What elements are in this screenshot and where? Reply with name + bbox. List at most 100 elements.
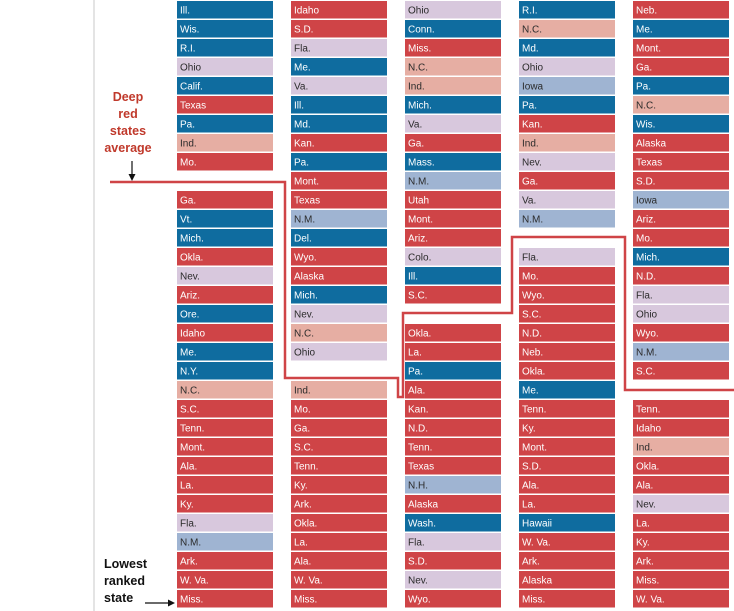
state-cell <box>519 571 615 589</box>
state-label: S.D. <box>294 25 313 36</box>
state-label: Pa. <box>294 158 309 169</box>
state-label: Wash. <box>408 519 436 530</box>
state-label: S.D. <box>408 557 427 568</box>
state-label: N.M. <box>180 538 201 549</box>
state-cell <box>633 438 729 456</box>
state-cell <box>519 457 615 475</box>
state-label: Idaho <box>636 424 661 435</box>
state-label: N.C. <box>180 386 200 397</box>
state-label: R.I. <box>180 44 196 55</box>
state-label: Mich. <box>408 101 432 112</box>
state-label: S.D. <box>522 462 541 473</box>
state-cell <box>519 419 615 437</box>
state-cell <box>405 400 501 418</box>
state-cell <box>405 191 501 209</box>
state-label: Tenn. <box>408 443 432 454</box>
state-label: Me. <box>294 63 311 74</box>
state-label: Wyo. <box>636 329 659 340</box>
state-label: Ala. <box>180 462 197 473</box>
state-cell <box>405 533 501 551</box>
state-cell <box>405 590 501 608</box>
state-cell <box>519 1 615 19</box>
state-cell <box>405 1 501 19</box>
state-label: Mich. <box>636 253 660 264</box>
state-label: Iowa <box>522 82 544 93</box>
state-cell <box>405 248 501 266</box>
state-label: Okla. <box>636 462 659 473</box>
state-label: Nev. <box>180 272 200 283</box>
state-cell <box>177 77 273 95</box>
state-label: Okla. <box>408 329 431 340</box>
state-label: Del. <box>294 234 312 245</box>
state-label: N.D. <box>522 329 542 340</box>
state-cell <box>177 590 273 608</box>
state-cell <box>177 191 273 209</box>
state-label: Fla. <box>408 538 425 549</box>
state-cell <box>633 552 729 570</box>
state-cell <box>633 96 729 114</box>
state-cell <box>405 229 501 247</box>
state-cell <box>519 58 615 76</box>
state-cell <box>633 324 729 342</box>
state-label: Mont. <box>180 443 205 454</box>
state-label: Ky. <box>522 424 536 435</box>
state-label: Ga. <box>294 424 310 435</box>
state-cell <box>633 172 729 190</box>
state-label: Vt. <box>180 215 192 226</box>
state-label: Kan. <box>522 120 543 131</box>
state-label: Wis. <box>636 120 655 131</box>
state-cell <box>633 20 729 38</box>
state-label: Ore. <box>180 310 199 321</box>
state-cell <box>291 533 387 551</box>
state-label: Va. <box>294 82 308 93</box>
state-label: N.Y. <box>180 367 198 378</box>
state-cell <box>291 58 387 76</box>
state-cell <box>291 514 387 532</box>
state-label: Mo. <box>294 405 311 416</box>
state-label: Ind. <box>294 386 311 397</box>
state-cell <box>519 39 615 57</box>
state-label: Hawaii <box>522 519 552 530</box>
state-cell <box>405 153 501 171</box>
state-label: N.C. <box>294 329 314 340</box>
state-cell <box>177 267 273 285</box>
state-cell <box>405 495 501 513</box>
state-cell <box>405 39 501 57</box>
state-cell <box>405 381 501 399</box>
state-label: Alaska <box>522 576 552 587</box>
state-label: Okla. <box>180 253 203 264</box>
state-cell <box>291 343 387 361</box>
state-label: Fla. <box>180 519 197 530</box>
annotation-line: Lowest <box>104 557 148 571</box>
state-label: Alaska <box>294 272 324 283</box>
state-cell <box>177 134 273 152</box>
state-cell <box>519 20 615 38</box>
state-label: Pa. <box>408 367 423 378</box>
state-cell <box>177 362 273 380</box>
state-label: Ill. <box>294 101 304 112</box>
state-cell <box>177 400 273 418</box>
state-label: Ohio <box>294 348 316 359</box>
state-cell <box>519 115 615 133</box>
state-label: La. <box>522 500 536 511</box>
state-label: Ky. <box>294 481 308 492</box>
state-cell <box>519 134 615 152</box>
deep-red-average-label: Deep red states average <box>102 89 154 157</box>
state-label: Fla. <box>522 253 539 264</box>
state-label: Ark. <box>294 500 312 511</box>
state-cell <box>633 39 729 57</box>
state-cell <box>633 476 729 494</box>
state-label: Wyo. <box>522 291 545 302</box>
state-cell <box>291 571 387 589</box>
state-cell <box>177 20 273 38</box>
state-cell <box>177 514 273 532</box>
state-cell <box>177 343 273 361</box>
state-cell <box>519 248 615 266</box>
state-cell <box>291 20 387 38</box>
state-cell <box>633 191 729 209</box>
state-label: Mass. <box>408 158 435 169</box>
annotation-line: states <box>109 124 147 138</box>
state-label: Calif. <box>180 82 203 93</box>
state-cell <box>519 191 615 209</box>
state-label: Alaska <box>636 139 666 150</box>
